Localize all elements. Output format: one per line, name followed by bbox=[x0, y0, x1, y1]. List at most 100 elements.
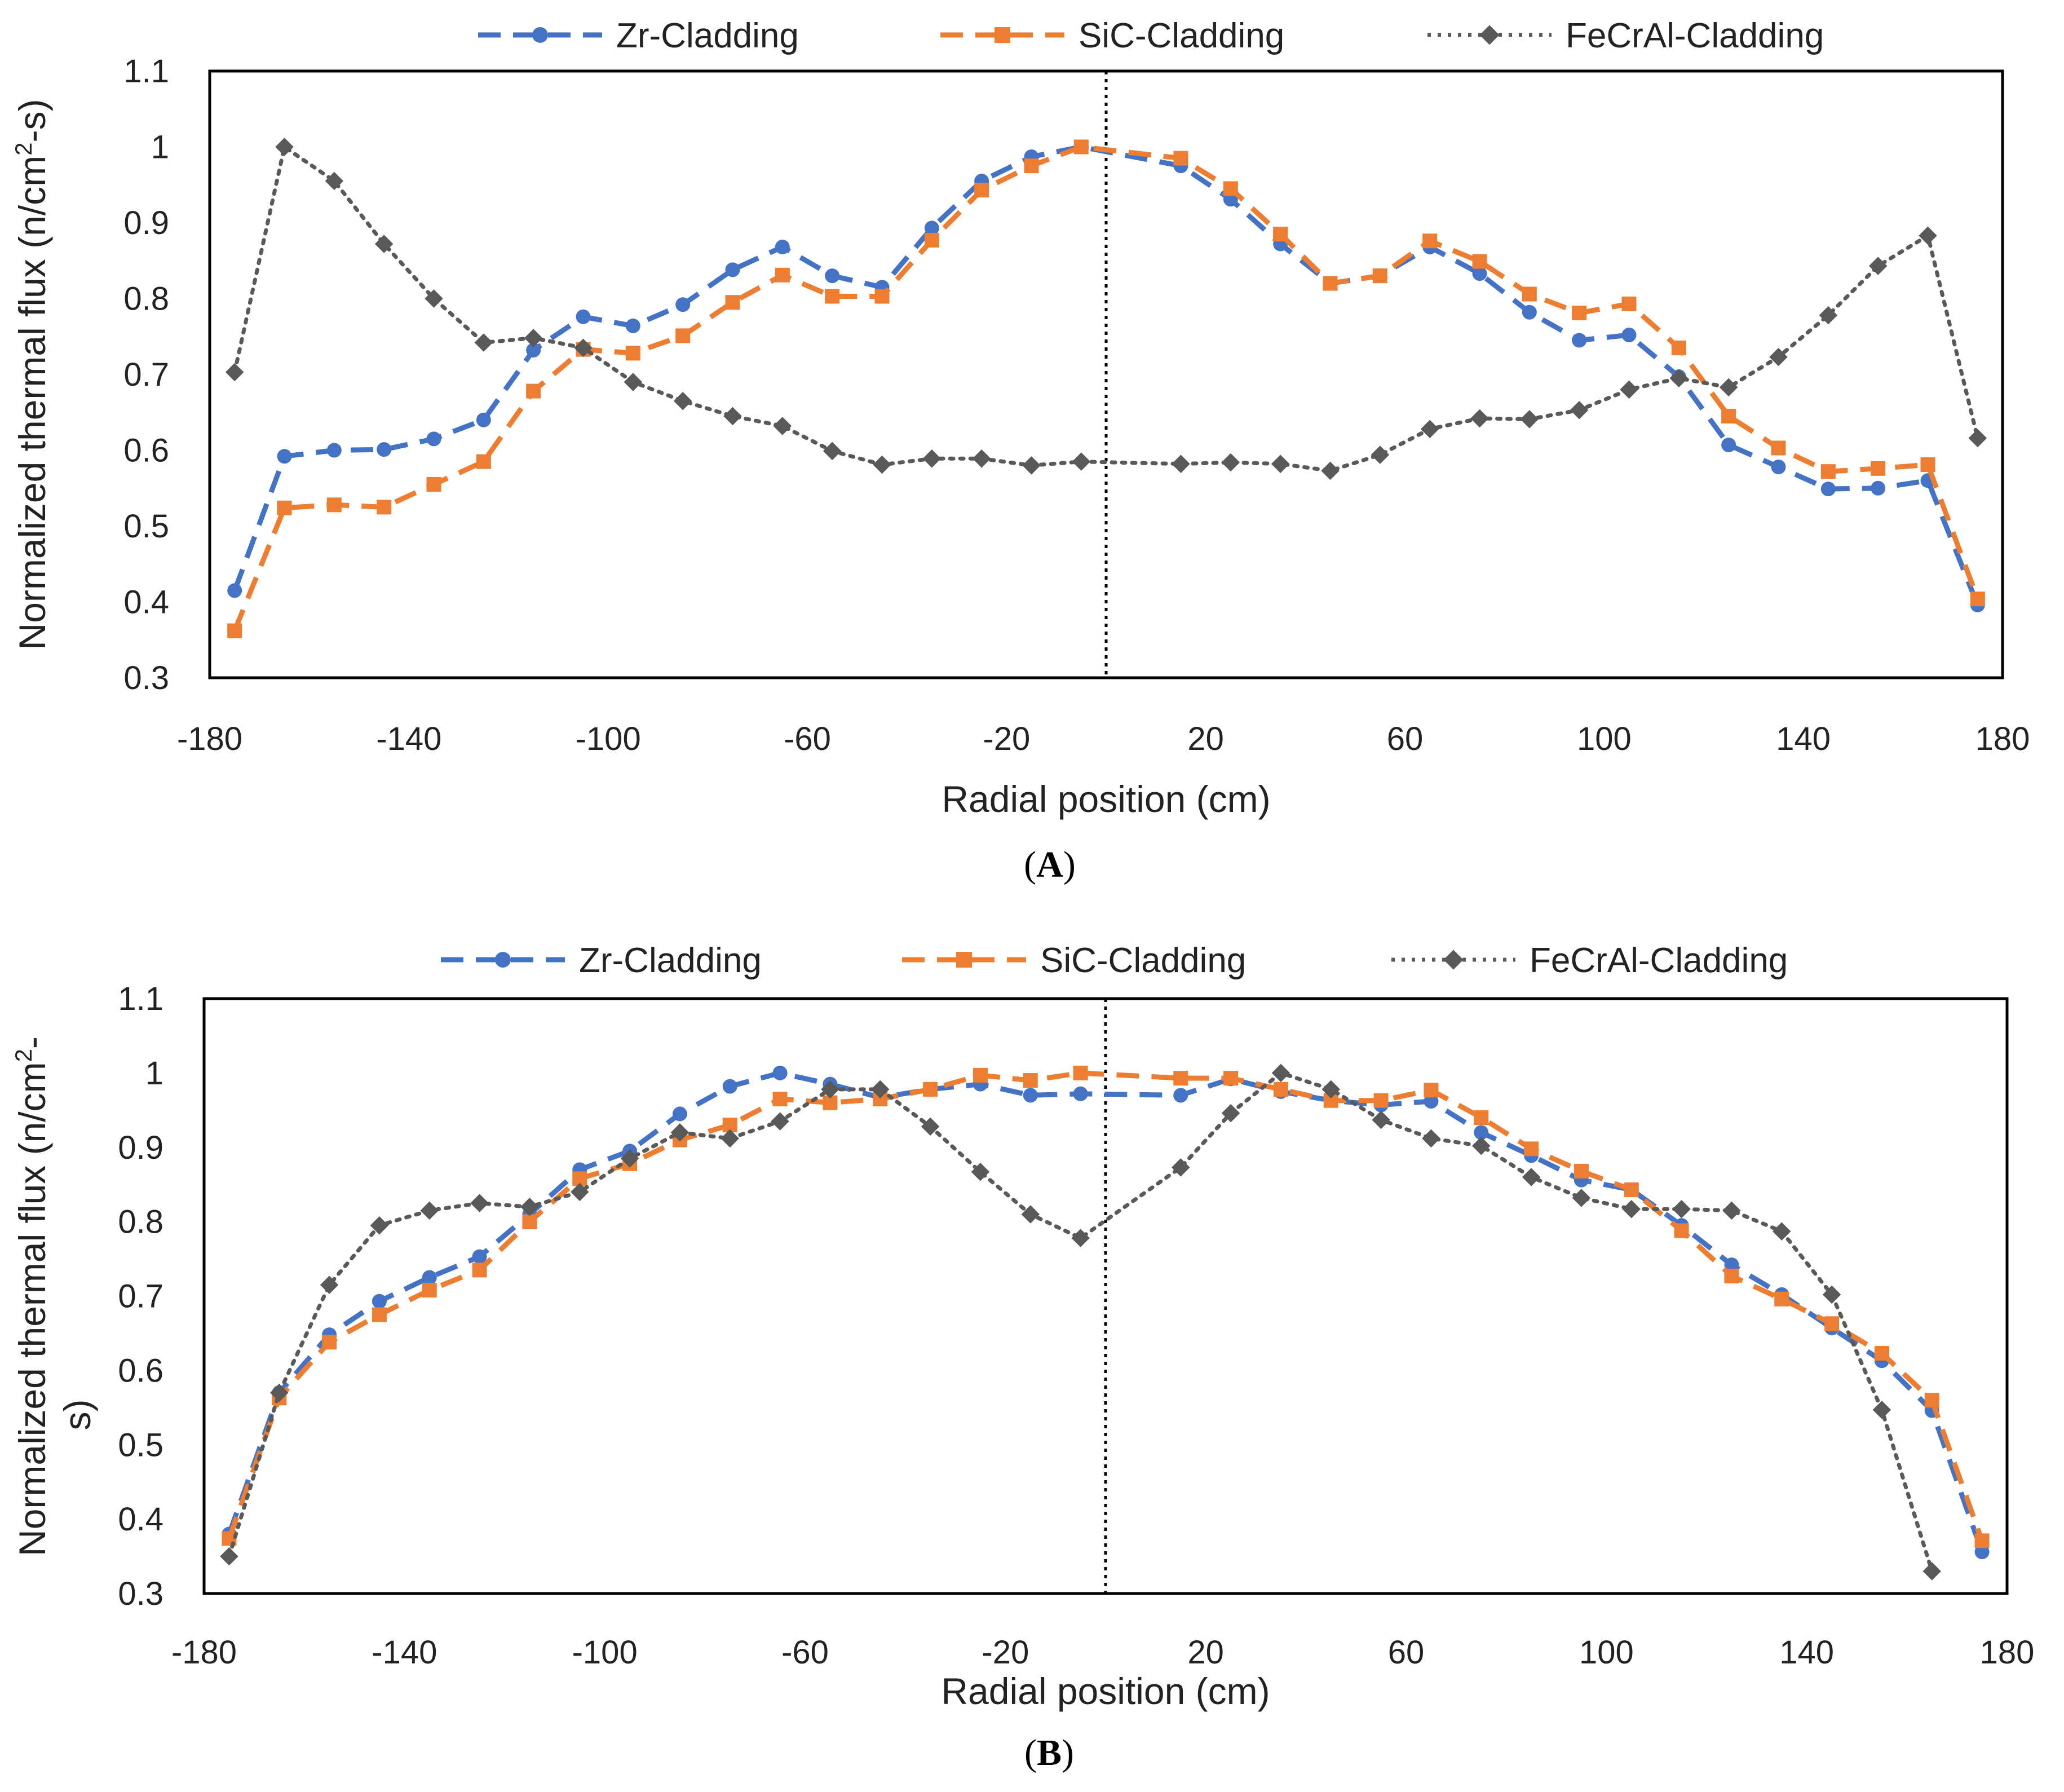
y-tick-label: 0.5 bbox=[118, 1427, 163, 1463]
data-point bbox=[1172, 454, 1190, 473]
data-point bbox=[275, 138, 294, 156]
data-point bbox=[1771, 440, 1786, 456]
y-tick-label: 0.9 bbox=[123, 205, 169, 241]
data-point bbox=[871, 1080, 890, 1099]
data-point bbox=[1574, 1163, 1589, 1179]
data-point bbox=[1872, 1401, 1891, 1419]
data-point bbox=[825, 268, 840, 284]
data-point bbox=[1173, 151, 1188, 166]
data-point bbox=[673, 391, 692, 411]
data-point bbox=[1724, 1257, 1739, 1273]
data-point bbox=[825, 289, 840, 304]
legend-item: FeCrAl-Cladding bbox=[1391, 941, 1788, 980]
data-point bbox=[1271, 454, 1290, 473]
data-point bbox=[971, 1163, 990, 1181]
data-point bbox=[472, 1263, 487, 1278]
data-point bbox=[1721, 438, 1736, 453]
data-point bbox=[972, 449, 991, 468]
data-point bbox=[1522, 1168, 1541, 1186]
data-point bbox=[325, 171, 344, 191]
legend-swatch-marker bbox=[956, 952, 972, 968]
data-point bbox=[1774, 1291, 1789, 1307]
y-tick-label: 0.3 bbox=[123, 660, 169, 696]
data-point bbox=[472, 1249, 487, 1264]
data-point bbox=[721, 1129, 739, 1148]
data-point bbox=[874, 289, 890, 304]
data-point bbox=[422, 1270, 437, 1285]
data-point bbox=[1524, 1141, 1539, 1157]
legend-swatch-marker bbox=[532, 27, 548, 43]
data-point bbox=[1721, 408, 1736, 423]
data-point bbox=[1572, 1189, 1591, 1207]
data-point bbox=[372, 1294, 387, 1309]
legend-item: FeCrAl-Cladding bbox=[1427, 16, 1824, 55]
x-tick-label: 180 bbox=[1975, 721, 2030, 757]
data-point bbox=[1671, 340, 1686, 355]
data-point bbox=[1420, 420, 1439, 439]
x-tick-label: -60 bbox=[784, 721, 831, 757]
legend-item: Zr-Cladding bbox=[441, 941, 762, 980]
data-point bbox=[1920, 457, 1935, 473]
data-point bbox=[1022, 456, 1041, 475]
data-point bbox=[1773, 1222, 1791, 1241]
data-point bbox=[1221, 453, 1240, 472]
y-tick-label: 1 bbox=[145, 1055, 163, 1092]
panel-label: (A) bbox=[1024, 844, 1076, 885]
data-point bbox=[1273, 227, 1288, 242]
data-point bbox=[1974, 1533, 1990, 1548]
x-tick-label: -180 bbox=[177, 721, 242, 757]
data-point bbox=[1172, 1158, 1190, 1177]
data-point bbox=[1173, 1088, 1188, 1103]
data-point bbox=[1223, 181, 1238, 196]
data-point bbox=[1322, 1080, 1340, 1099]
data-point bbox=[474, 333, 493, 352]
data-point bbox=[1071, 1229, 1090, 1247]
y-tick-label: 0.5 bbox=[123, 508, 169, 545]
data-point bbox=[476, 412, 491, 427]
x-tick-label: -180 bbox=[171, 1634, 237, 1671]
data-point bbox=[372, 1307, 387, 1322]
data-point bbox=[1472, 1136, 1491, 1155]
data-point bbox=[270, 1383, 289, 1402]
data-point bbox=[1023, 1088, 1038, 1103]
data-point bbox=[1522, 304, 1537, 320]
data-point bbox=[823, 442, 842, 461]
data-point bbox=[973, 1067, 988, 1083]
data-point bbox=[921, 1117, 940, 1136]
data-point bbox=[1621, 296, 1637, 311]
data-point bbox=[974, 183, 989, 198]
y-tick-label: 1.1 bbox=[118, 981, 163, 1017]
legend-label: FeCrAl-Cladding bbox=[1530, 941, 1788, 980]
data-point bbox=[470, 1194, 489, 1212]
data-point bbox=[1472, 254, 1487, 269]
legend-item: SiC-Cladding bbox=[940, 16, 1284, 55]
data-point bbox=[571, 1182, 589, 1202]
data-point bbox=[773, 417, 792, 435]
series-fecral-cladding bbox=[220, 1063, 1941, 1581]
data-point bbox=[1919, 226, 1937, 245]
data-point bbox=[1323, 276, 1338, 291]
data-point bbox=[1871, 480, 1886, 496]
data-point bbox=[574, 338, 593, 357]
data-point bbox=[1922, 1562, 1941, 1581]
data-point bbox=[771, 1112, 789, 1131]
y-tick-label: 0.9 bbox=[118, 1129, 163, 1166]
x-tick-label: 20 bbox=[1187, 1634, 1224, 1671]
data-point bbox=[672, 1106, 687, 1122]
data-point bbox=[821, 1080, 839, 1099]
x-tick-label: -60 bbox=[781, 1634, 829, 1671]
data-point bbox=[1371, 445, 1390, 464]
series-line bbox=[227, 1070, 1985, 1553]
legend-label: FeCrAl-Cladding bbox=[1566, 16, 1824, 55]
x-tick-label: 60 bbox=[1388, 1634, 1425, 1671]
data-point bbox=[1522, 286, 1537, 302]
y-tick-label: 0.4 bbox=[123, 584, 169, 621]
x-tick-label: 100 bbox=[1577, 721, 1632, 757]
y-tick-label: 1 bbox=[151, 129, 169, 166]
data-point bbox=[524, 329, 543, 347]
y-tick-label: 0.7 bbox=[123, 356, 169, 393]
data-point bbox=[1719, 378, 1738, 397]
legend: Zr-Cladding SiC-Cladding FeCrAl-Cladding bbox=[441, 941, 1788, 980]
data-point bbox=[1722, 1201, 1741, 1220]
data-point bbox=[277, 500, 292, 515]
